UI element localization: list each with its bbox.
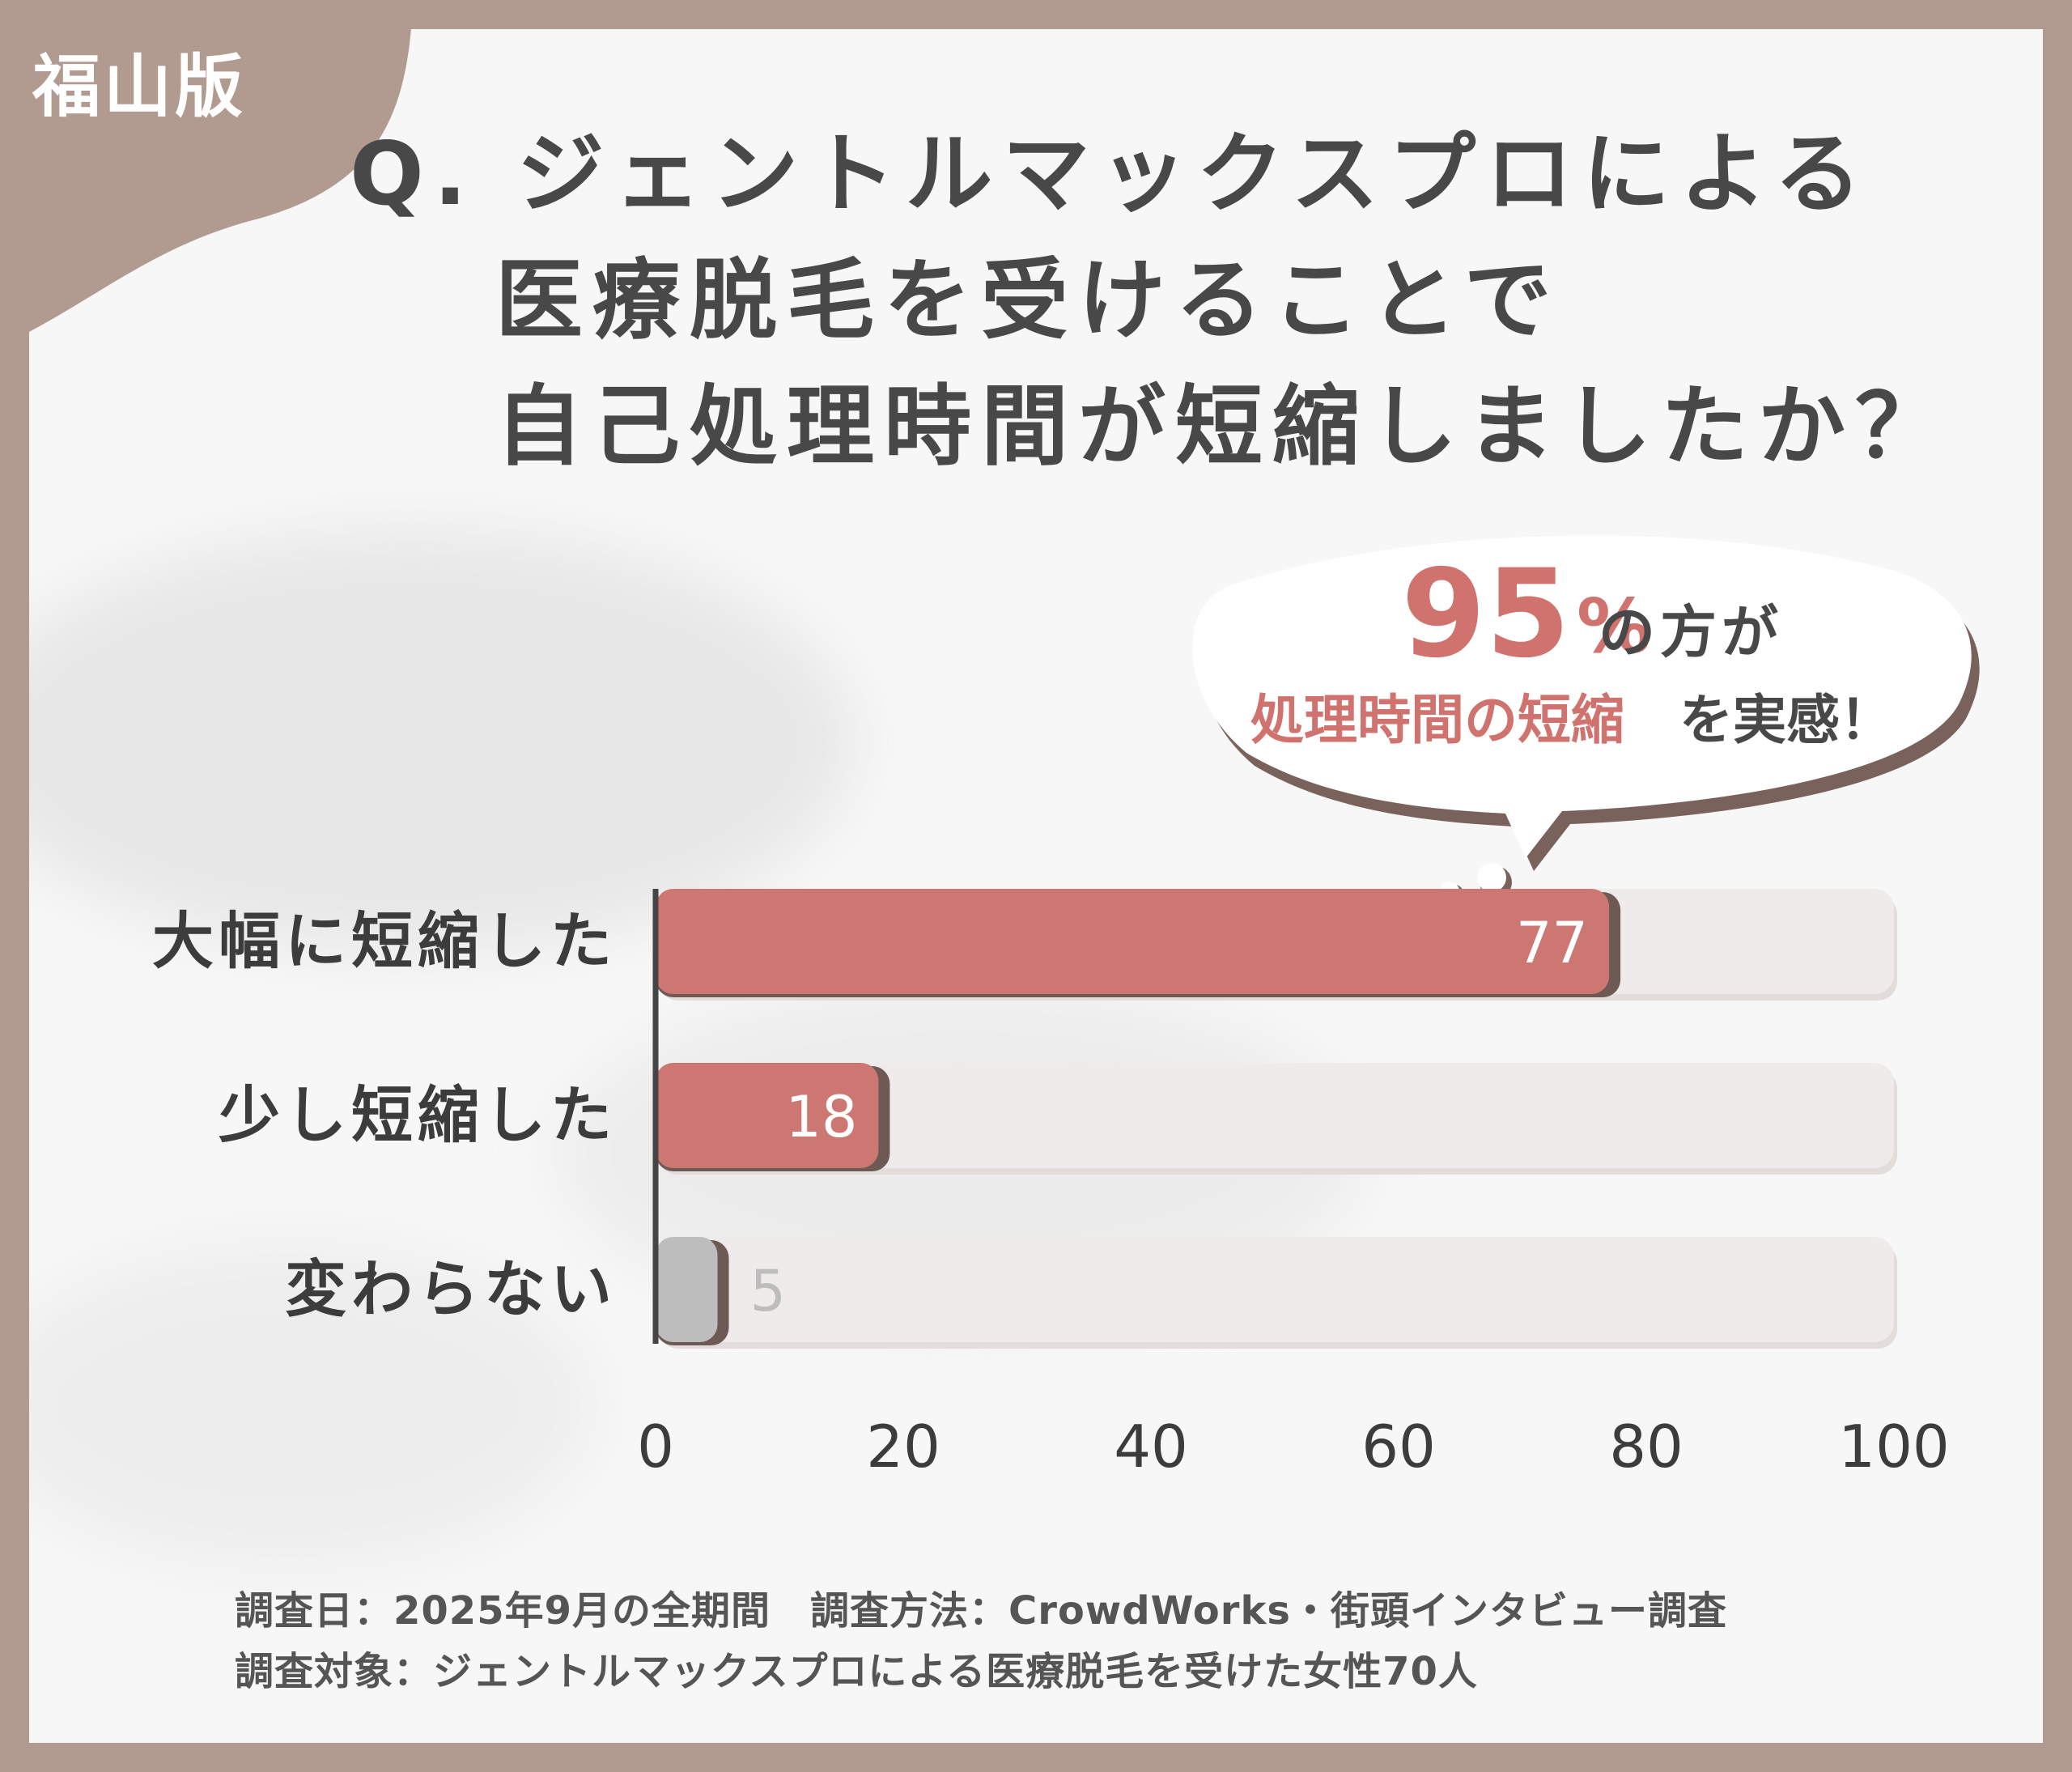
question-line-1: Q. ジェントルマックスプロによる <box>350 124 1871 225</box>
question-line-2: 医療脱毛を受けることで <box>495 250 1561 351</box>
x-tick-label: 20 <box>866 1413 940 1481</box>
callout-percent: 95 <box>1401 544 1570 685</box>
x-tick-label: 100 <box>1838 1413 1949 1481</box>
x-tick-label: 40 <box>1114 1413 1188 1481</box>
bar-track <box>656 1237 1894 1342</box>
region-badge: 福山版 <box>32 47 247 126</box>
callout-ending: を実感！ <box>1679 689 1893 751</box>
footer-line-1: 調査日：2025年9月の全期間 調査方法：CrowdWorks・街頭インタビュー… <box>235 1588 1727 1634</box>
bar <box>656 1237 718 1342</box>
value-label: 5 <box>750 1258 787 1324</box>
x-tick-label: 80 <box>1609 1413 1684 1481</box>
corner-badge-shape <box>0 0 413 332</box>
bar <box>656 889 1610 994</box>
bar <box>656 1063 879 1168</box>
bars-group: 大幅に短縮した 77 少し短縮した 18 変わらない 5 <box>152 889 1897 1349</box>
value-label: 77 <box>1516 910 1588 976</box>
x-tick-label: 60 <box>1361 1413 1436 1481</box>
background-shadow <box>29 1243 596 1567</box>
callout-suffix: の方が <box>1599 599 1783 665</box>
category-label: 変わらない <box>285 1253 617 1325</box>
category-label: 大幅に短縮した <box>152 905 617 977</box>
value-label: 18 <box>785 1084 857 1150</box>
category-label: 少し短縮した <box>219 1079 617 1151</box>
speech-bubble: 95 % の方が 処理時間の短縮 を実感！ <box>1191 535 1980 907</box>
footer-line-2: 調査対象：ジェントルマックスプロによる医療脱毛を受けた女性70人 <box>235 1649 1478 1694</box>
bar-track <box>656 1063 1894 1168</box>
x-axis-ticks: 0 20 40 60 80 100 <box>637 1413 1950 1481</box>
survey-card <box>29 29 2043 1743</box>
callout-percent-sign: % <box>1577 583 1651 669</box>
background-shadow <box>29 531 855 952</box>
callout-highlight: 処理時間の短縮 <box>1250 689 1624 751</box>
x-tick-label: 0 <box>637 1413 674 1481</box>
question-line-3: 自己処理時間が短縮しましたか？ <box>495 376 1953 478</box>
